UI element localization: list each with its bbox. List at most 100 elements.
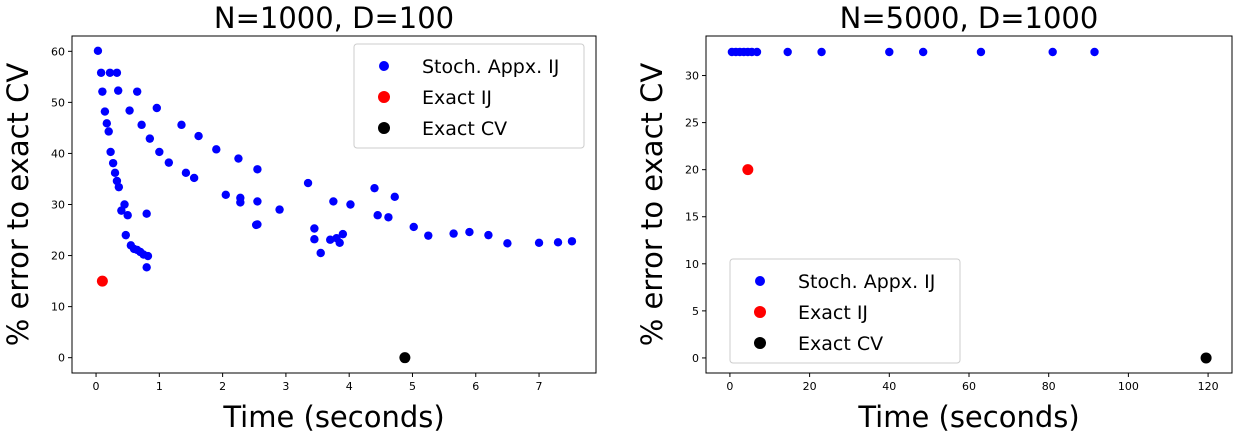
y-tick-label: 0 [58,352,65,365]
data-point [373,211,382,220]
data-point [310,235,319,244]
data-point [96,68,106,77]
data-point [338,229,348,239]
data-point [108,158,118,168]
data-point [326,235,335,244]
x-tick-label: 0 [93,380,100,393]
data-point [1090,47,1099,57]
data-point [104,127,113,136]
legend-label: Stoch. Appx. IJ [798,271,935,293]
data-point [335,238,344,247]
legend-marker [379,61,389,71]
series-1-points [727,47,1099,57]
y-tick-label: 40 [51,147,65,160]
legend: Stoch. Appx. IJ Exact IJ Exact CV [353,43,585,149]
y-tick-label: 25 [685,117,699,130]
x-tick-label: 1 [156,380,163,393]
data-point [424,231,433,240]
y-tick-label: 50 [51,96,65,109]
data-point [221,190,230,199]
data-point [236,198,245,207]
data-point [189,173,199,183]
legend-marker [754,306,766,318]
data-point [918,47,928,57]
data-point [112,68,122,77]
data-point [553,238,563,247]
legend-marker [754,337,766,349]
data-point [125,106,134,115]
data-point [212,145,221,154]
data-point [105,68,115,77]
y-tick-label: 0 [692,352,699,365]
data-point [145,134,155,143]
data-point [194,131,203,141]
data-point [484,230,493,240]
data-point [817,47,826,57]
data-point [155,147,164,157]
y-axis-label: % error to exact CV [635,63,669,347]
data-point [234,154,243,163]
data-point [142,209,151,218]
legend-marker [378,122,390,134]
legend-box [353,43,585,149]
data-point [253,165,262,174]
data-point [137,120,146,130]
x-tick-label: 3 [282,380,289,393]
data-point [98,87,107,96]
legend-label: Exact CV [798,333,883,355]
y-tick-label: 20 [685,164,699,177]
y-tick-label: 30 [685,70,699,83]
y-axis-label: % error to exact CV [1,63,35,347]
x-tick-label: 4 [346,380,353,393]
data-point [114,182,124,192]
data-point [152,103,162,113]
legend-label: Exact CV [422,118,507,140]
data-point [164,158,174,167]
x-tick-label: 100 [1118,380,1139,393]
x-axis-label: Time (seconds) [857,400,1079,434]
data-point [449,229,458,238]
data-point [976,47,986,57]
x-tick-label: 80 [1042,380,1056,393]
data-point [100,107,110,116]
data-point [123,211,132,220]
chart-title: N=5000, D=1000 [840,1,1099,35]
x-tick-label: 5 [409,380,416,393]
x-tick-label: 0 [726,380,733,393]
chart-panel-1: 0 1 2 3 4 5 6 7 0 10 20 30 40 50 60 N=1000, D=100 Time (… [1,1,597,434]
data-point [120,200,129,209]
data-point [181,168,191,178]
x-tick-label: 7 [536,380,543,393]
data-point [142,263,151,272]
series-2-points [742,164,754,176]
data-point [143,251,153,261]
y-tick-label: 20 [51,250,65,263]
data-point [177,120,186,130]
data-point [783,47,792,57]
data-point [253,197,262,206]
data-point [253,220,262,229]
data-point [503,239,512,248]
legend-marker [378,91,390,103]
legend: Stoch. Appx. IJ Exact IJ Exact CV [729,258,961,364]
y-tick-label: 10 [51,301,65,314]
legend-label: Stoch. Appx. IJ [422,56,559,78]
x-tick-label: 60 [962,380,976,393]
series-1-points [93,46,577,272]
y-tick-label: 10 [685,258,699,271]
y-tick-label: 30 [51,199,65,212]
data-point [1048,47,1057,57]
data-point [384,213,393,222]
data-point [303,178,313,188]
data-point [102,119,112,128]
data-point [752,47,762,57]
data-point [1200,352,1212,364]
chart-panel-2: 0 20 40 60 80 100 120 0 5 10 15 20 25 30 N=5000, D=100… [635,1,1233,434]
data-point [399,352,411,364]
data-point [93,46,103,56]
data-point [742,164,754,176]
x-tick-label: 40 [882,380,896,393]
data-point [409,222,418,232]
data-point [96,275,108,287]
